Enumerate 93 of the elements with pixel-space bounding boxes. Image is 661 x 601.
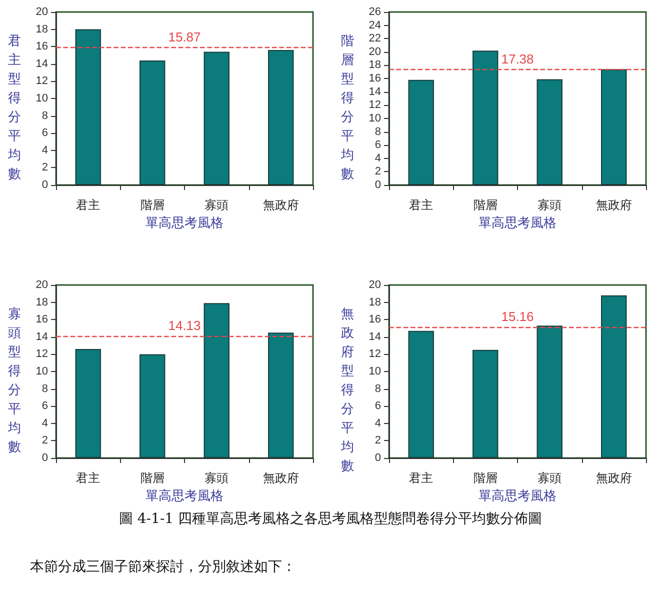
y-axis-title: 君主型得分平均數 — [8, 33, 22, 184]
ref-line-label: 14.13 — [168, 318, 201, 333]
bar — [268, 50, 294, 185]
y-tick-label: 2 — [374, 434, 381, 447]
x-tick-label: 寡頭 — [204, 471, 229, 485]
y-tick-label: 16 — [368, 314, 381, 326]
bar — [601, 295, 627, 458]
y-tick-label: 22 — [368, 32, 381, 45]
y-tick-label: 6 — [374, 139, 381, 152]
y-tick-label: 8 — [42, 110, 48, 122]
x-tick-label: 階層 — [140, 471, 164, 485]
y-tick-label: 2 — [42, 434, 48, 447]
y-tick-label: 20 — [36, 279, 48, 291]
y-tick-label: 12 — [36, 75, 48, 88]
text: 本節分成三個子節來探討，分別敘述如下： — [29, 558, 297, 576]
bar — [204, 52, 230, 185]
ref-line-label: 17.38 — [501, 51, 534, 66]
y-tick-label: 8 — [42, 382, 48, 395]
bar — [268, 332, 294, 458]
y-tick-label: 0 — [374, 179, 381, 191]
bar — [140, 354, 166, 458]
bar — [536, 79, 562, 185]
y-tick-label: 16 — [36, 314, 48, 326]
y-tick-label: 4 — [374, 417, 381, 430]
x-tick-label: 寡頭 — [538, 471, 562, 485]
y-tick-label: 2 — [374, 166, 381, 178]
y-tick-label: 12 — [368, 348, 381, 360]
x-tick-label: 君主 — [409, 198, 434, 212]
y-tick-label: 12 — [36, 348, 48, 360]
y-tick-label: 18 — [368, 296, 381, 308]
bar — [75, 29, 101, 185]
y-tick-label: 8 — [374, 126, 381, 138]
y-tick-label: 0 — [42, 179, 48, 191]
y-tick-label: 4 — [42, 144, 48, 156]
ref-line-label: 15.87 — [168, 30, 201, 45]
y-axis-title: 階層型得分平均數 — [341, 33, 355, 184]
y-tick-label: 6 — [42, 127, 48, 140]
x-tick-label: 無政府 — [262, 198, 299, 212]
bar — [536, 326, 562, 458]
x-axis-title: 單高思考風格 — [146, 215, 224, 231]
caption: 圖 4-1-1 四種單高思考風格之各思考風格型態問卷得分平均數分佈圖 — [118, 510, 544, 528]
bar — [472, 50, 498, 185]
text: 無政府型得分平均數 — [341, 307, 354, 474]
y-tick-label: 10 — [36, 92, 48, 104]
x-axis-title: 單高思考風格 — [478, 488, 556, 504]
y-tick-label: 10 — [368, 366, 381, 378]
y-tick-label: 12 — [368, 99, 381, 112]
x-tick-label: 無政府 — [262, 471, 299, 485]
x-axis-title: 單高思考風格 — [146, 488, 224, 504]
y-tick-label: 8 — [374, 382, 381, 395]
y-tick-label: 2 — [42, 162, 48, 174]
y-tick-label: 20 — [368, 46, 381, 58]
y-tick-label: 0 — [374, 452, 381, 464]
x-tick-label: 君主 — [76, 198, 100, 212]
y-tick-label: 24 — [368, 19, 381, 32]
y-tick-label: 18 — [36, 23, 48, 36]
bar — [601, 69, 627, 185]
x-tick-label: 階層 — [473, 198, 498, 212]
y-tick-label: 6 — [374, 400, 381, 412]
y-tick-label: 16 — [368, 72, 381, 85]
y-axis-title: 寡頭型得分平均數 — [8, 306, 22, 457]
y-tick-label: 10 — [368, 112, 381, 124]
y-tick-label: 14 — [368, 86, 381, 98]
y-tick-label: 18 — [368, 59, 381, 72]
x-axis-title: 單高思考風格 — [478, 215, 556, 231]
bar — [408, 80, 434, 185]
bar — [408, 330, 434, 458]
y-tick-label: 16 — [36, 40, 48, 53]
bar — [75, 349, 101, 458]
y-tick-label: 14 — [36, 58, 48, 70]
y-tick-label: 10 — [36, 366, 48, 378]
x-tick-label: 君主 — [76, 471, 100, 485]
y-tick-label: 26 — [368, 6, 381, 18]
y-tick-label: 4 — [42, 417, 48, 430]
bar — [472, 350, 498, 458]
bar — [204, 303, 230, 458]
bar — [140, 60, 166, 185]
y-tick-label: 14 — [368, 330, 381, 343]
y-tick-label: 20 — [368, 279, 381, 291]
x-tick-label: 君主 — [409, 471, 434, 485]
y-tick-label: 14 — [36, 330, 48, 343]
y-tick-label: 20 — [36, 6, 48, 18]
x-tick-label: 寡頭 — [204, 198, 229, 212]
y-tick-label: 4 — [374, 152, 381, 164]
y-tick-label: 18 — [36, 296, 48, 308]
ref-line-label: 15.16 — [501, 308, 534, 324]
x-tick-label: 無政府 — [596, 471, 632, 485]
x-tick-label: 階層 — [473, 471, 498, 485]
x-tick-label: 寡頭 — [538, 198, 562, 212]
y-tick-label: 0 — [42, 452, 48, 464]
x-tick-label: 無政府 — [596, 198, 632, 212]
y-tick-label: 6 — [42, 400, 48, 412]
x-tick-label: 階層 — [140, 198, 164, 212]
